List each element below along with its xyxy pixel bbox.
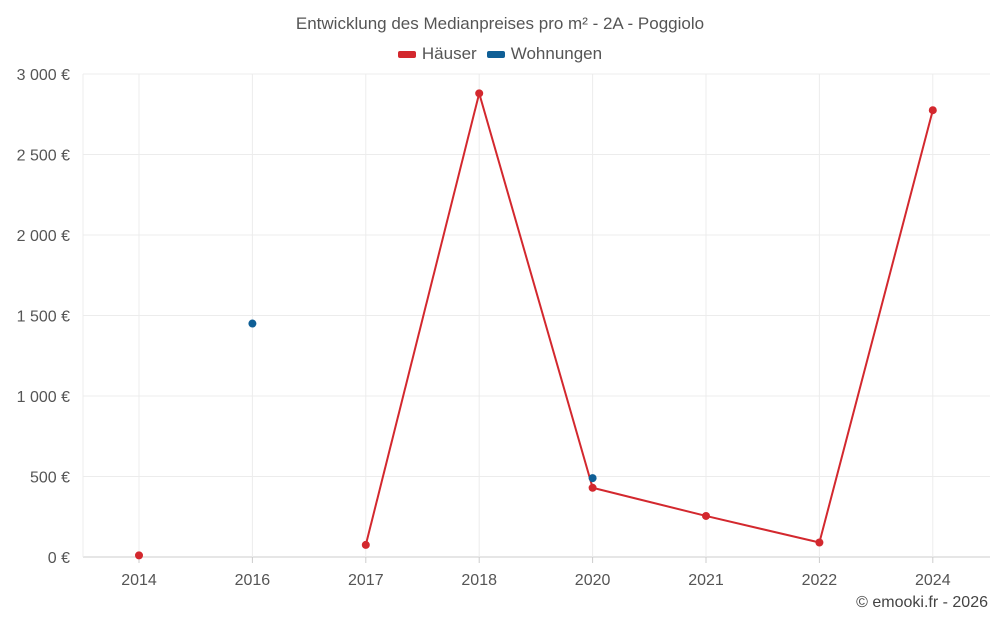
data-point-haeuser [928, 106, 937, 115]
data-point-haeuser [815, 538, 824, 547]
data-point-haeuser [135, 551, 143, 560]
series-line-haeuser [592, 486, 707, 517]
legend-item-haeuser[interactable]: Häuser [397, 44, 477, 64]
legend-item-wohnungen[interactable]: Wohnungen [486, 44, 603, 64]
y-tick-label: 2 500 € [17, 148, 70, 165]
y-tick-label: 1 000 € [17, 389, 70, 406]
y-tick-label: 500 € [30, 470, 70, 487]
data-point-haeuser [475, 89, 484, 98]
x-tick-label: 2018 [461, 572, 497, 589]
data-point-haeuser [361, 540, 370, 549]
y-tick-label: 0 € [48, 550, 70, 567]
data-point-haeuser [702, 511, 710, 520]
legend-swatch-wohnungen [486, 50, 505, 58]
series-line-haeuser [818, 109, 934, 543]
chart-title: Entwicklung des Medianpreises pro m² - 2… [295, 14, 705, 33]
x-tick-label: 2014 [121, 572, 157, 589]
x-tick-label: 2024 [915, 572, 951, 589]
x-tick-label: 2021 [688, 572, 724, 589]
data-point-haeuser [588, 483, 597, 492]
x-tick-label: 2017 [348, 572, 384, 589]
legend-label-wohnungen: Wohnungen [510, 44, 603, 63]
legend-swatch-haeuser [397, 50, 416, 58]
data-point-wohnungen [248, 319, 257, 328]
y-tick-label: 2 000 € [17, 228, 70, 245]
y-tick-label: 3 000 € [17, 67, 70, 84]
legend-label-haeuser: Häuser [421, 44, 477, 63]
x-tick-label: 2022 [802, 572, 838, 589]
data-point-wohnungen [588, 474, 597, 483]
legend: Häuser Wohnungen [0, 44, 1000, 64]
y-tick-label: 1 500 € [17, 309, 70, 326]
credit-text: © emooki.fr - 2026 [856, 594, 988, 611]
series-line-haeuser [364, 93, 481, 546]
series-line-haeuser [478, 93, 594, 489]
x-tick-label: 2016 [235, 572, 271, 589]
x-tick-label: 2020 [575, 572, 611, 589]
series-line-haeuser [705, 514, 820, 544]
